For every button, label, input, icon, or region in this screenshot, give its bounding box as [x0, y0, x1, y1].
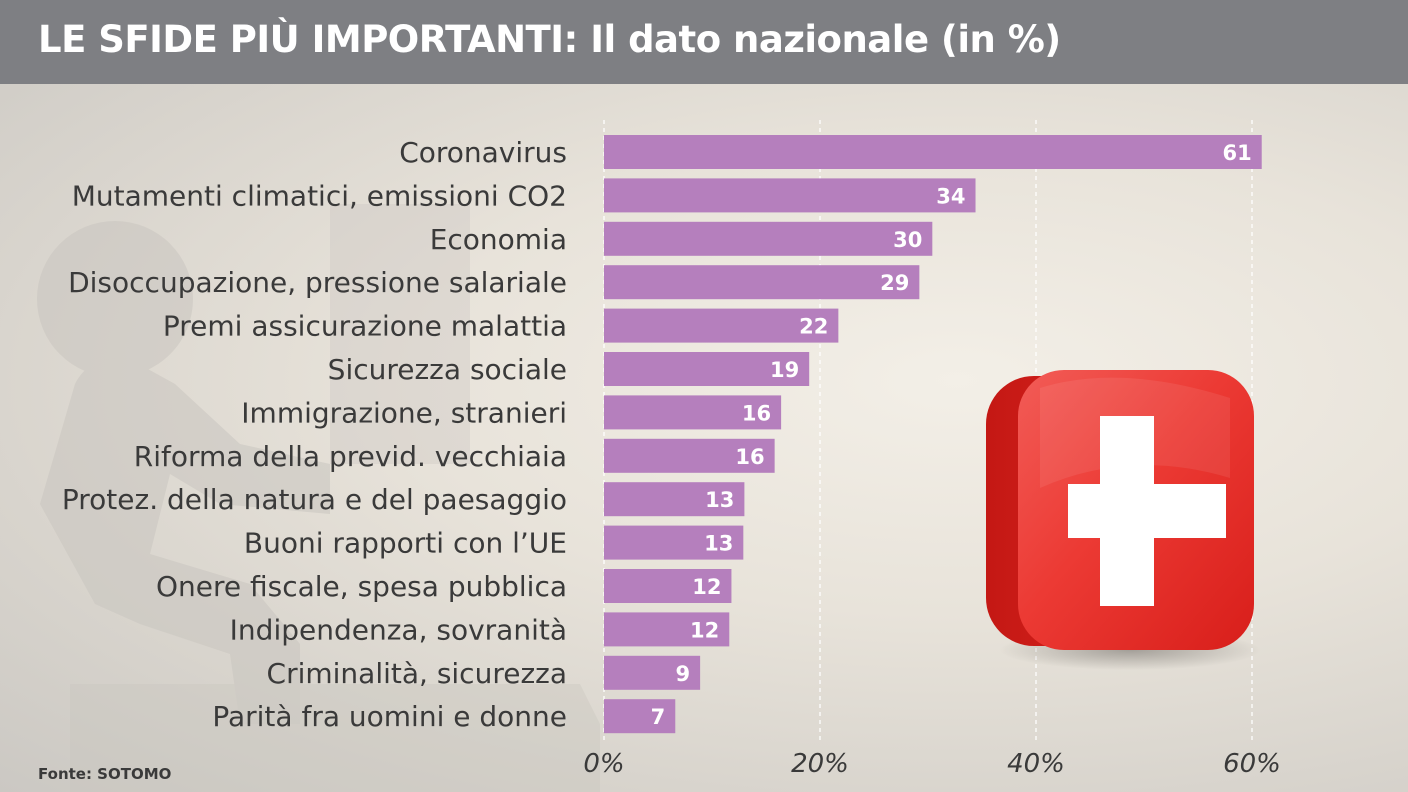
category-label: Criminalità, sicurezza [267, 657, 567, 690]
value-label: 22 [799, 315, 828, 339]
value-label: 7 [651, 705, 666, 729]
x-tick-label: 40% [1007, 749, 1065, 779]
value-label: 13 [705, 488, 734, 512]
bar [604, 569, 732, 603]
value-label: 16 [735, 445, 764, 469]
person-silhouette-icon [37, 204, 600, 792]
category-label: Mutamenti climatici, emissioni CO2 [72, 179, 567, 212]
category-label: Parità fra uomini e donne [212, 700, 567, 733]
category-label: Buoni rapporti con l’UE [244, 527, 567, 560]
value-label: 12 [690, 618, 719, 642]
bars [604, 135, 1262, 734]
chart-title: LE SFIDE PIÙ IMPORTANTI: Il dato naziona… [38, 18, 1061, 61]
value-label: 19 [770, 358, 799, 382]
category-label: Premi assicurazione malattia [163, 310, 567, 343]
bar [604, 612, 730, 647]
value-label: 12 [692, 575, 721, 599]
category-label: Sicurezza sociale [328, 353, 567, 386]
category-label: Onere fiscale, spesa pubblica [156, 570, 567, 603]
swiss-cross-icon [1068, 416, 1226, 606]
value-label: 61 [1222, 141, 1251, 165]
category-label: Disoccupazione, pressione salariale [68, 266, 567, 299]
bar [604, 221, 933, 256]
category-label: Protez. della natura e del paesaggio [62, 483, 567, 516]
category-labels: Coronavirus Mutamenti climatici, emission… [62, 136, 567, 733]
swiss-flag-cube-icon [986, 370, 1260, 670]
x-axis-tick-labels: 0% 20% 40% 60% [583, 749, 1281, 779]
value-label: 29 [880, 271, 909, 295]
value-label: 30 [893, 228, 922, 252]
category-label: Coronavirus [399, 136, 567, 169]
value-label: 9 [675, 662, 690, 686]
bar [604, 699, 676, 734]
value-label: 16 [742, 401, 771, 425]
bar [604, 308, 839, 343]
bar [604, 655, 701, 690]
category-label: Immigrazione, stranieri [241, 396, 567, 429]
category-label: Economia [430, 223, 567, 256]
bar [604, 395, 782, 430]
x-tick-label: 0% [583, 749, 624, 779]
x-tick-label: 60% [1223, 749, 1281, 779]
value-label: 13 [704, 532, 733, 556]
bar [604, 135, 1262, 169]
bar [604, 525, 744, 560]
value-label: 34 [936, 184, 965, 208]
bar [604, 352, 810, 386]
bar [604, 178, 976, 213]
bar [604, 265, 920, 300]
category-label: Indipendenza, sovranità [230, 613, 567, 646]
bar [604, 438, 775, 473]
title-bar: LE SFIDE PIÙ IMPORTANTI: Il dato naziona… [0, 0, 1408, 84]
source-note: Fonte: SOTOMO [38, 765, 172, 783]
category-label: Riforma della previd. vecchiaia [134, 440, 567, 473]
bar [604, 482, 745, 517]
x-tick-label: 20% [791, 749, 849, 779]
